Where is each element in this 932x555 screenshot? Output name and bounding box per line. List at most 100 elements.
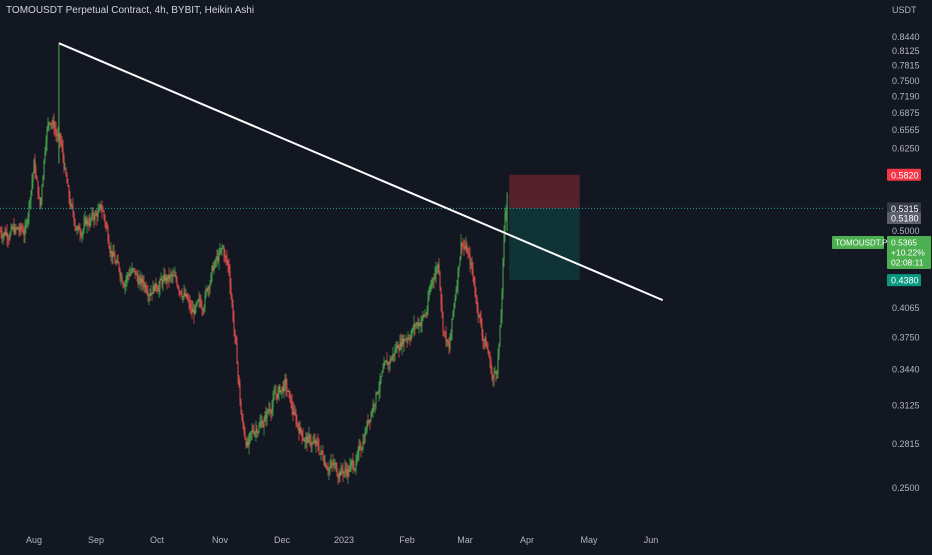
y-tick-label: 0.5000 (892, 226, 920, 236)
candle-body (478, 306, 479, 315)
candle-body (74, 212, 75, 221)
candle-body (411, 336, 412, 340)
y-tick-label: 0.6565 (892, 125, 920, 135)
candle-body (234, 319, 235, 330)
candle-body (503, 260, 504, 292)
candle-body (502, 292, 503, 317)
candle-body (429, 294, 430, 299)
candle-body (75, 222, 76, 227)
candle-body (159, 287, 160, 291)
candle-body (271, 411, 272, 412)
candle-body (37, 177, 38, 181)
candle-body (108, 229, 109, 240)
candle-body (69, 187, 70, 198)
candle-body (173, 275, 174, 276)
candle-body (363, 442, 364, 450)
candle-body (50, 122, 51, 124)
candle-body (103, 211, 104, 212)
candle-body (347, 470, 348, 476)
candle-body (283, 387, 284, 392)
candle-body (390, 359, 391, 364)
candle-body (193, 310, 194, 313)
candle-body (198, 300, 199, 301)
candle-body (219, 254, 220, 261)
candle-body (240, 385, 241, 401)
candle-body (265, 415, 266, 421)
candle-body (355, 469, 356, 470)
candle-body (417, 323, 418, 325)
candle-body (92, 213, 93, 218)
candle-body (212, 266, 213, 274)
candle-body (14, 226, 15, 233)
candle-body (49, 122, 50, 123)
candle-body (30, 200, 31, 203)
candle-body (494, 373, 495, 379)
candle-body (170, 276, 171, 279)
candle-body (252, 430, 253, 432)
y-tick-label: 0.7500 (892, 76, 920, 86)
x-tick-label: Apr (520, 535, 534, 545)
y-tick-label: 0.8125 (892, 46, 920, 56)
candle-body (455, 299, 456, 304)
position-target-zone (509, 208, 580, 280)
candle-body (218, 257, 219, 261)
candle-body (464, 246, 465, 247)
candle-body (378, 392, 379, 393)
candle-body (145, 285, 146, 287)
candle-body (259, 427, 260, 432)
candle-body (181, 291, 182, 293)
candle-body (61, 139, 62, 143)
candle-body (210, 284, 211, 289)
candle-body (452, 318, 453, 332)
candle-body (254, 432, 255, 435)
candle-body (242, 414, 243, 420)
candle-body (477, 297, 478, 306)
candle-body (25, 228, 26, 235)
candle-body (36, 172, 37, 177)
candle-body (204, 307, 205, 310)
candle-body (340, 472, 341, 475)
candle-body (73, 206, 74, 213)
candle-body (434, 279, 435, 280)
candle-body (300, 428, 301, 433)
candle-body (1, 231, 2, 234)
candle-body (484, 340, 485, 342)
candle-body (304, 440, 305, 442)
candle-body (359, 446, 360, 452)
candle-body (447, 340, 448, 341)
candle-body (3, 236, 4, 238)
candle-body (353, 460, 354, 466)
candle-body (341, 468, 342, 475)
candle-body (387, 361, 388, 365)
candle-body (405, 339, 406, 340)
candle-body (171, 274, 172, 275)
candle-body (415, 324, 416, 326)
last-price-badge-line: 0.5365 (891, 238, 917, 248)
candle-body (17, 228, 18, 229)
candle-body (327, 468, 328, 470)
price-tag-label: 0.5820 (891, 170, 919, 180)
candle-body (260, 423, 261, 426)
candle-body (268, 411, 269, 412)
candle-body (142, 279, 143, 283)
candle-body (149, 295, 150, 296)
candle-body (399, 348, 400, 350)
candle-body (153, 286, 154, 294)
candle-body (285, 379, 286, 383)
candle-body (470, 254, 471, 264)
candle-body (137, 274, 138, 277)
candle-body (184, 293, 185, 296)
candle-body (249, 438, 250, 446)
candle-body (120, 270, 121, 277)
candle-body (86, 218, 87, 224)
candle-body (31, 191, 32, 201)
candle-body (501, 317, 502, 327)
candle-body (125, 283, 126, 287)
candle-body (58, 135, 59, 136)
candle-body (438, 264, 439, 269)
candle-body (489, 352, 490, 357)
candle-body (393, 354, 394, 358)
candle-body (202, 307, 203, 310)
